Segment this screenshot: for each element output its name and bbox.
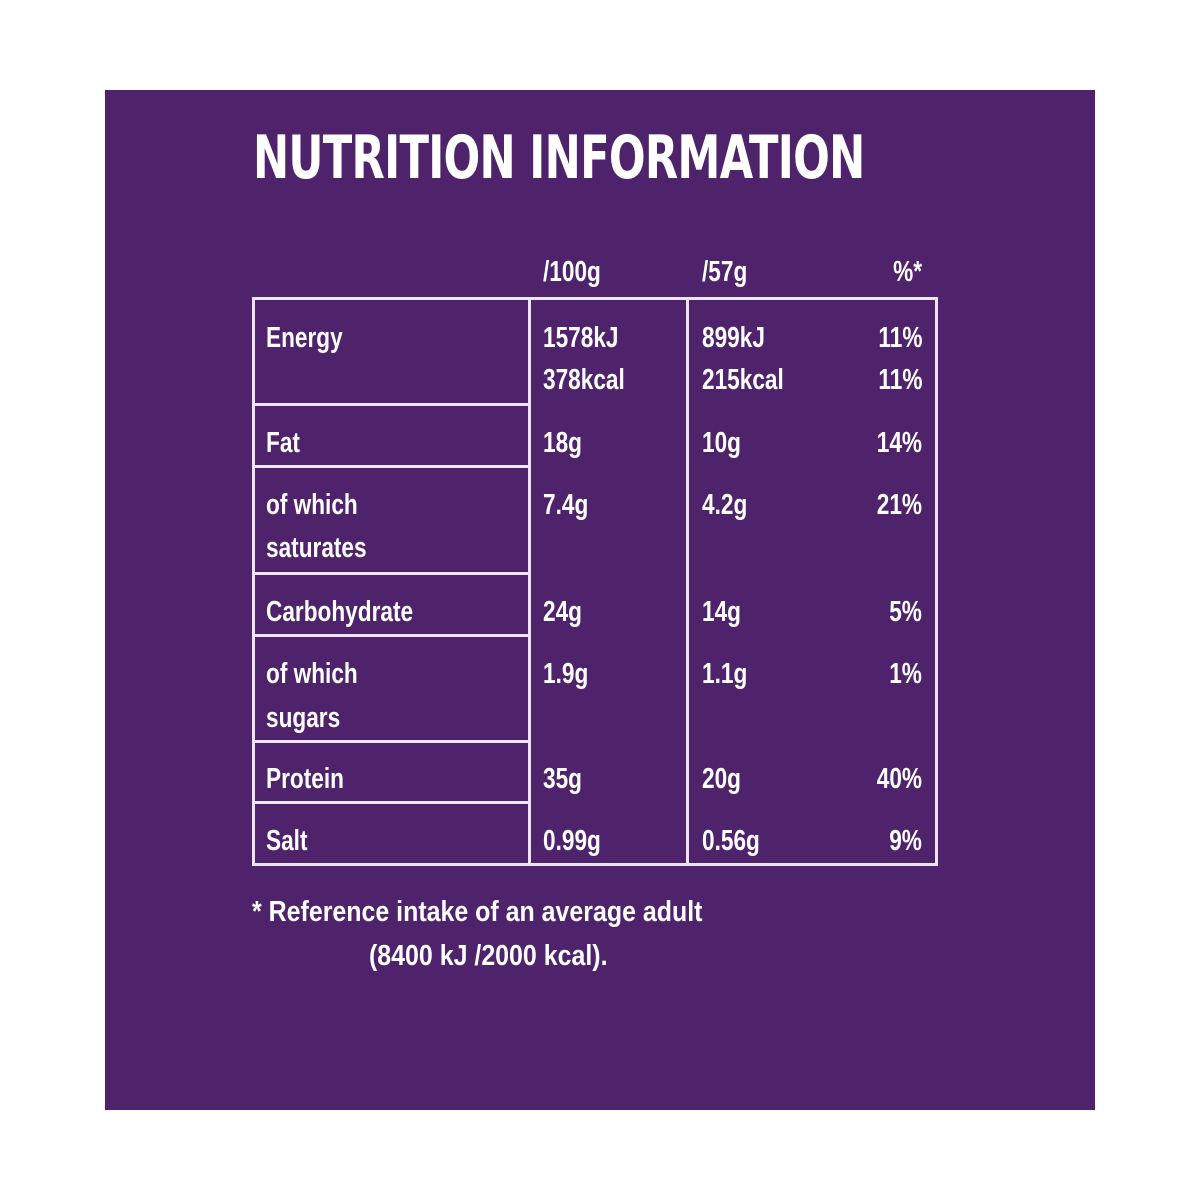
footnote-line-1: * Reference intake of an average adult <box>252 896 703 928</box>
row-divider <box>252 740 531 743</box>
page-title: NUTRITION INFORMATION <box>253 123 865 193</box>
value-per-100g: 24g <box>543 596 582 628</box>
row-divider <box>252 403 531 406</box>
value-per-100g: 7.4g <box>543 489 589 521</box>
column-header-per-100g: /100g <box>543 256 601 288</box>
column-header-per-serving: /57g <box>702 256 748 288</box>
row-label: of which <box>266 489 358 521</box>
value-per-100g-kcal: 378kcal <box>543 364 625 396</box>
value-reference-intake-kcal: 11% <box>877 364 922 396</box>
row-divider <box>252 572 531 575</box>
nutrition-panel <box>105 90 1095 1110</box>
value-reference-intake: 9% <box>889 825 922 857</box>
value-per-serving: 1.1g <box>702 658 748 690</box>
row-divider <box>252 465 531 468</box>
row-label: Salt <box>266 825 308 857</box>
value-per-100g: 1578kJ <box>543 322 619 354</box>
value-per-serving: 14g <box>702 596 741 628</box>
row-label: Energy <box>266 322 343 354</box>
value-per-serving: 4.2g <box>702 489 748 521</box>
value-reference-intake: 14% <box>876 427 922 459</box>
value-reference-intake: 21% <box>876 489 922 521</box>
value-reference-intake: 5% <box>889 596 922 628</box>
row-label-line2: saturates <box>266 532 367 564</box>
row-divider <box>252 801 531 804</box>
row-divider <box>252 634 531 637</box>
value-per-100g: 35g <box>543 763 582 795</box>
footnote-line-2: (8400 kJ /2000 kcal). <box>369 940 608 972</box>
nutrition-table <box>252 297 938 866</box>
value-reference-intake: 1% <box>889 658 922 690</box>
row-label-line2: sugars <box>266 702 341 734</box>
value-reference-intake: 40% <box>876 763 922 795</box>
column-divider <box>528 297 531 866</box>
value-per-serving: 0.56g <box>702 825 760 857</box>
value-per-serving: 899kJ <box>702 322 765 354</box>
value-per-serving-kcal: 215kcal <box>702 364 784 396</box>
row-label: Fat <box>266 427 300 459</box>
row-label: Protein <box>266 763 344 795</box>
value-per-serving: 20g <box>702 763 741 795</box>
row-label: of which <box>266 658 358 690</box>
value-per-serving: 10g <box>702 427 741 459</box>
row-label: Carbohydrate <box>266 596 414 628</box>
value-per-100g: 18g <box>543 427 582 459</box>
value-per-100g: 1.9g <box>543 658 589 690</box>
value-reference-intake: 11% <box>877 322 922 354</box>
value-per-100g: 0.99g <box>543 825 601 857</box>
column-header-reference-intake: %* <box>893 256 922 288</box>
column-divider <box>686 297 689 866</box>
